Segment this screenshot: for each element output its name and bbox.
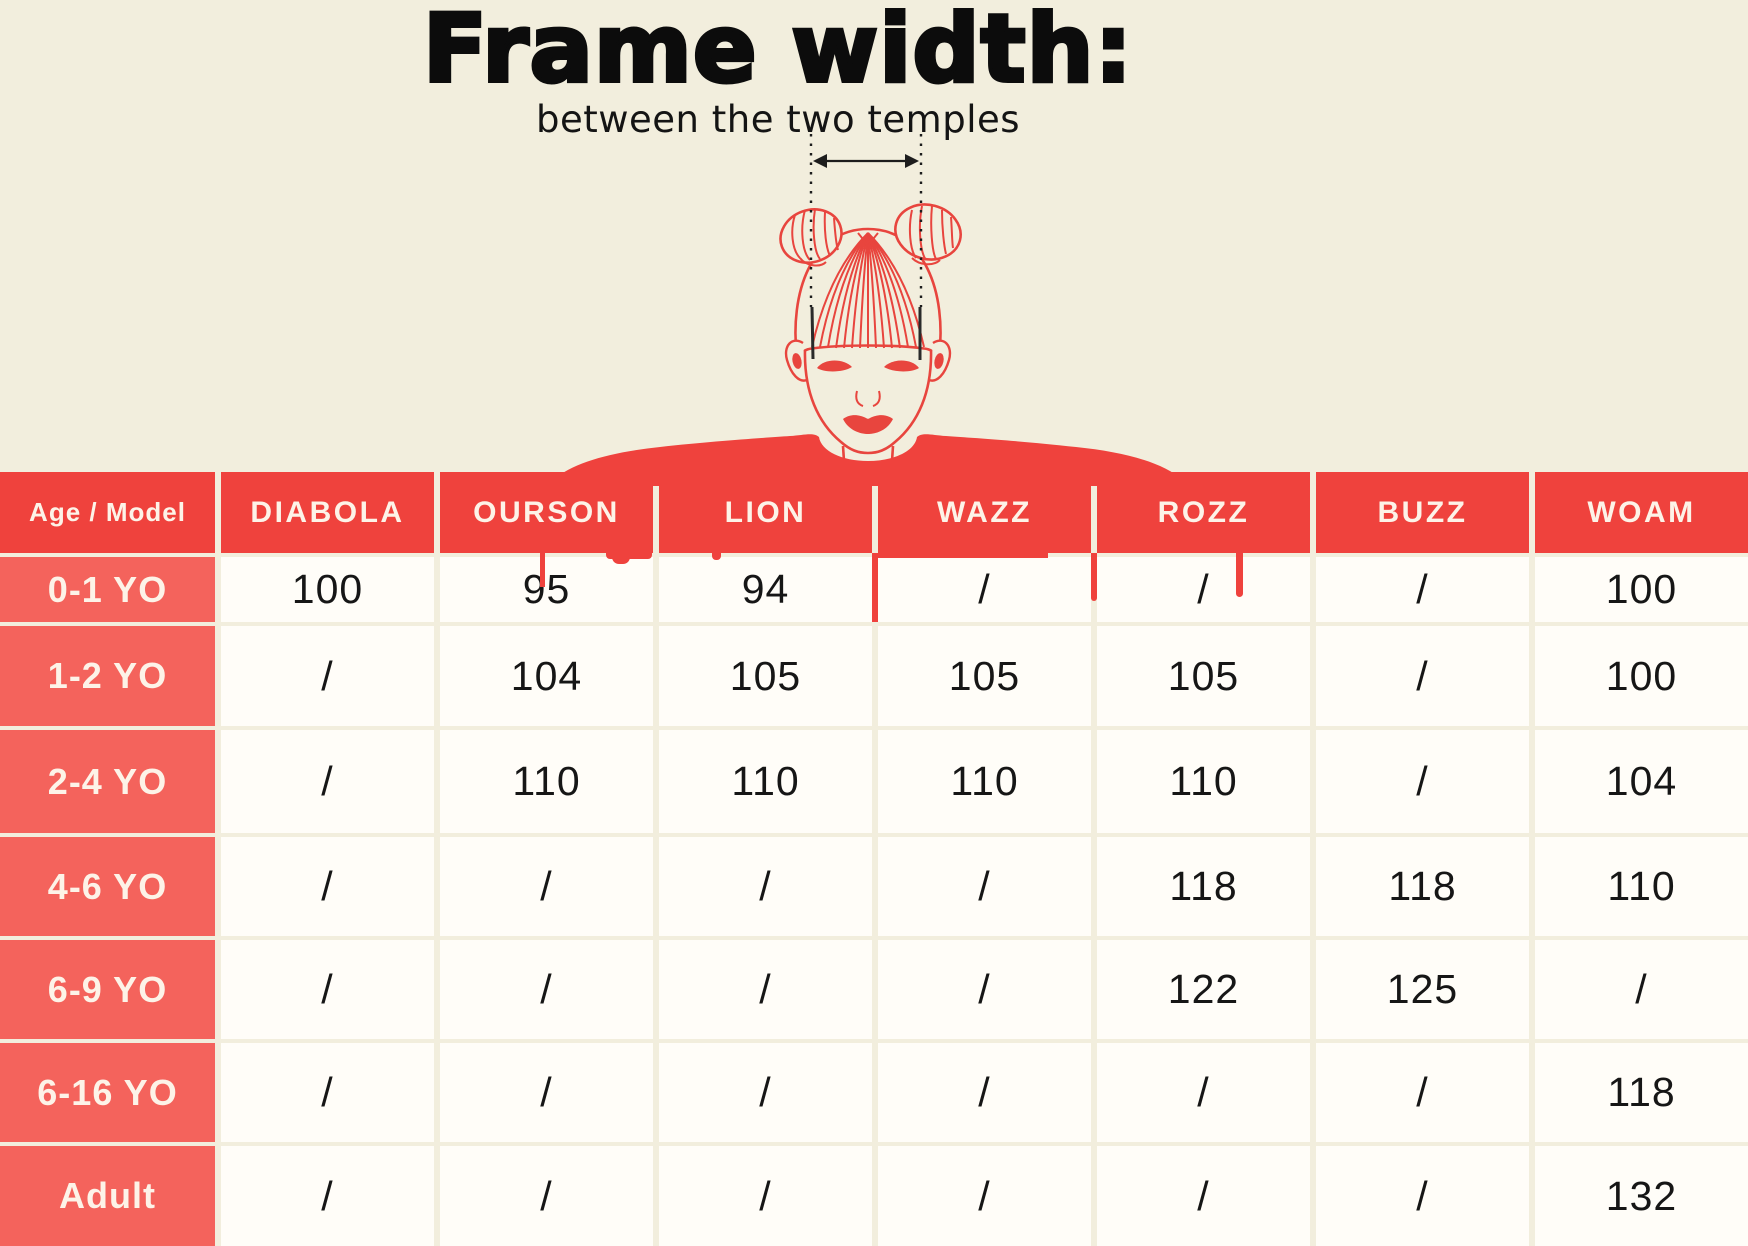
value-cell: / <box>1535 940 1748 1039</box>
value-cell: 105 <box>878 626 1091 726</box>
ears <box>784 339 952 382</box>
value-cell: / <box>1316 1043 1529 1142</box>
value-cell: 118 <box>1097 837 1310 936</box>
value-cell: / <box>659 1043 872 1142</box>
value-cell: 118 <box>1316 837 1529 936</box>
value-cell: / <box>221 837 434 936</box>
corner-header: Age / Model <box>0 472 215 553</box>
value-cell: 125 <box>1316 940 1529 1039</box>
value-cell: / <box>878 940 1091 1039</box>
value-cell: / <box>659 837 872 936</box>
value-cell: / <box>878 837 1091 936</box>
value-cell: / <box>440 837 653 936</box>
age-row-header: 2-4 YO <box>0 730 215 833</box>
value-cell: / <box>221 1146 434 1246</box>
value-cell: 100 <box>221 557 434 622</box>
column-header-lion: LION <box>659 472 872 553</box>
value-cell: / <box>878 1043 1091 1142</box>
heading: Frame width: between the two temples <box>0 0 1556 141</box>
age-row-header: 4-6 YO <box>0 837 215 936</box>
value-cell: / <box>440 1146 653 1246</box>
value-cell: / <box>1097 557 1310 622</box>
page-title: Frame width: <box>421 0 1134 104</box>
value-cell: / <box>878 1146 1091 1246</box>
value-cell: / <box>659 1146 872 1246</box>
eyes <box>817 360 919 372</box>
value-cell: 105 <box>1097 626 1310 726</box>
column-header-woam: WOAM <box>1535 472 1748 553</box>
column-header-diabola: DIABOLA <box>221 472 434 553</box>
hair-bun-right <box>894 203 962 266</box>
age-row-header: 6-16 YO <box>0 1043 215 1142</box>
value-cell: / <box>1097 1146 1310 1246</box>
value-cell: 110 <box>1097 730 1310 833</box>
column-header-rozz: ROZZ <box>1097 472 1310 553</box>
value-cell: 100 <box>1535 626 1748 726</box>
mouth <box>843 415 893 434</box>
value-cell: / <box>440 940 653 1039</box>
value-cell: 100 <box>1535 557 1748 622</box>
value-cell: 110 <box>659 730 872 833</box>
value-cell: 104 <box>440 626 653 726</box>
value-cell: / <box>221 940 434 1039</box>
value-cell: / <box>659 940 872 1039</box>
value-cell: 122 <box>1097 940 1310 1039</box>
face-outline <box>803 349 933 455</box>
value-cell: 105 <box>659 626 872 726</box>
hair-bun-left <box>779 208 843 267</box>
value-cell: 95 <box>440 557 653 622</box>
column-header-ourson: OURSON <box>440 472 653 553</box>
value-cell: / <box>1097 1043 1310 1142</box>
value-cell: 110 <box>1535 837 1748 936</box>
hair-stripes <box>811 232 925 349</box>
value-cell: / <box>221 626 434 726</box>
age-row-header: 0-1 YO <box>0 557 215 622</box>
value-cell: / <box>878 557 1091 622</box>
value-cell: / <box>1316 1146 1529 1246</box>
value-cell: / <box>1316 557 1529 622</box>
value-cell: 110 <box>878 730 1091 833</box>
column-header-wazz: WAZZ <box>878 472 1091 553</box>
value-cell: 94 <box>659 557 872 622</box>
value-cell: 132 <box>1535 1146 1748 1246</box>
value-cell: / <box>1316 730 1529 833</box>
value-cell: / <box>440 1043 653 1142</box>
age-row-header: Adult <box>0 1146 215 1246</box>
value-cell: 118 <box>1535 1043 1748 1142</box>
value-cell: 104 <box>1535 730 1748 833</box>
age-row-header: 1-2 YO <box>0 626 215 726</box>
value-cell: 110 <box>440 730 653 833</box>
hair-outline <box>794 227 942 362</box>
neck <box>841 445 895 462</box>
measurement-arrow-icon <box>809 134 923 360</box>
value-cell: / <box>221 1043 434 1142</box>
age-row-header: 6-9 YO <box>0 940 215 1039</box>
nose <box>855 390 881 407</box>
value-cell: / <box>221 730 434 833</box>
page-subtitle: between the two temples <box>535 97 1021 141</box>
value-cell: / <box>1316 626 1529 726</box>
column-header-buzz: BUZZ <box>1316 472 1529 553</box>
size-table: Age / Model DIABOLA OURSON LION WAZZ ROZZ BUZZ… <box>0 472 1748 1246</box>
